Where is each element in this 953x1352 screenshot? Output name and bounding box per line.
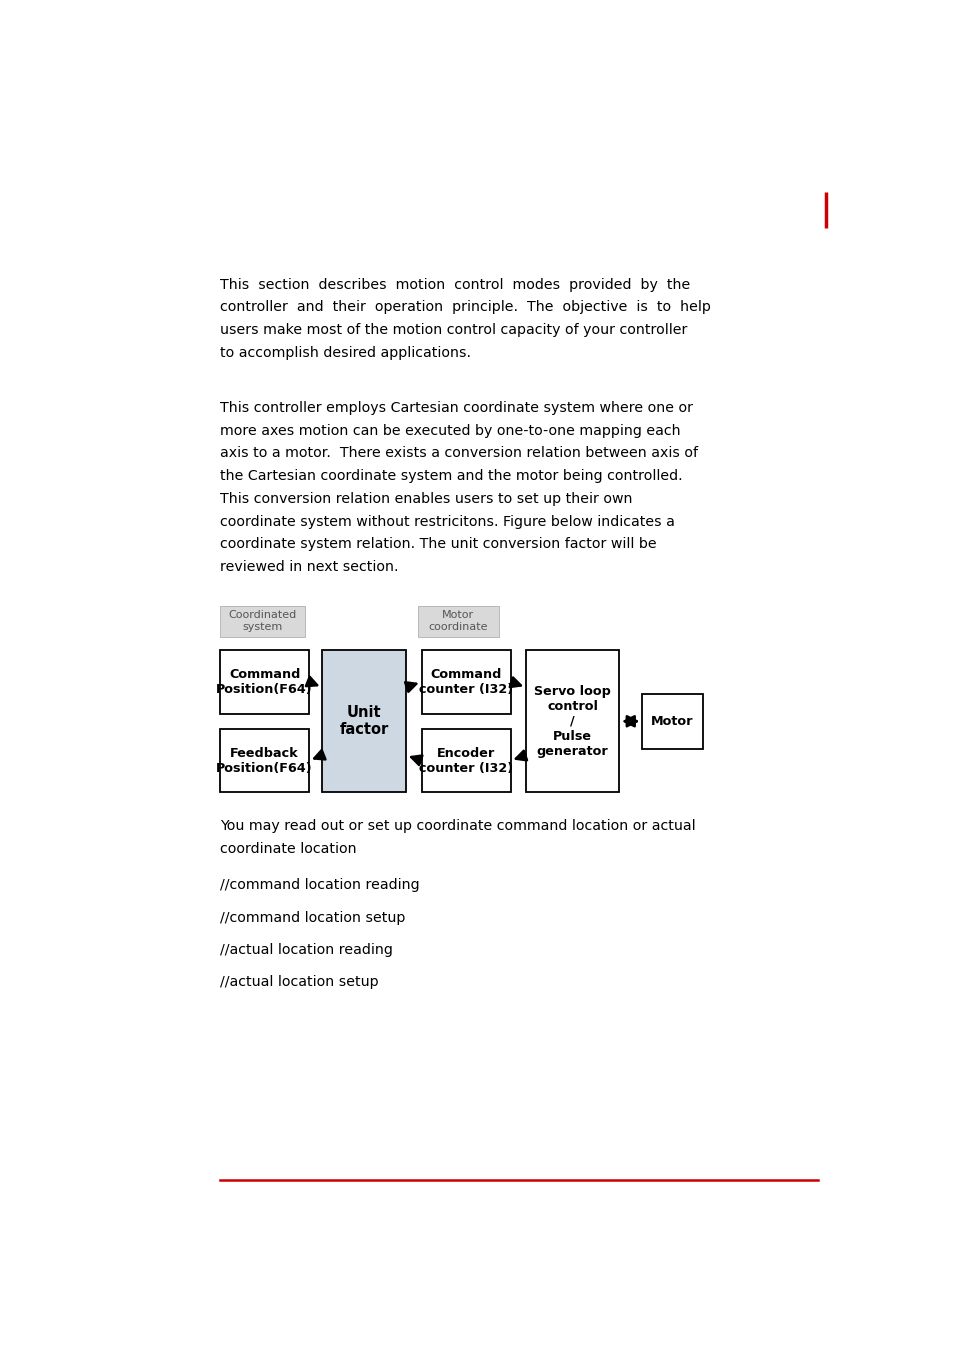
Text: coordinate system without restricitons. Figure below indicates a: coordinate system without restricitons. …	[220, 515, 674, 529]
Text: Command
Position(F64): Command Position(F64)	[216, 668, 313, 696]
FancyBboxPatch shape	[322, 650, 406, 792]
Text: coordinate location: coordinate location	[220, 842, 356, 856]
Text: Motor
coordinate: Motor coordinate	[428, 610, 488, 631]
Text: Coordinated
system: Coordinated system	[229, 610, 296, 631]
FancyBboxPatch shape	[220, 650, 309, 714]
Text: the Cartesian coordinate system and the motor being controlled.: the Cartesian coordinate system and the …	[220, 469, 682, 483]
Text: reviewed in next section.: reviewed in next section.	[220, 560, 398, 575]
Text: This controller employs Cartesian coordinate system where one or: This controller employs Cartesian coordi…	[220, 402, 692, 415]
Text: Encoder
counter (I32): Encoder counter (I32)	[418, 746, 513, 775]
Text: Motor: Motor	[651, 715, 693, 727]
FancyBboxPatch shape	[220, 606, 305, 637]
FancyBboxPatch shape	[641, 694, 702, 749]
Text: This conversion relation enables users to set up their own: This conversion relation enables users t…	[220, 492, 632, 506]
FancyBboxPatch shape	[421, 650, 510, 714]
Text: Unit
factor: Unit factor	[339, 704, 389, 737]
FancyBboxPatch shape	[421, 729, 510, 792]
Text: controller  and  their  operation  principle.  The  objective  is  to  help: controller and their operation principle…	[220, 300, 710, 315]
Text: You may read out or set up coordinate command location or actual: You may read out or set up coordinate co…	[220, 819, 695, 833]
Text: Servo loop
control
/
Pulse
generator: Servo loop control / Pulse generator	[534, 684, 611, 757]
Text: Feedback
Position(F64): Feedback Position(F64)	[216, 746, 313, 775]
FancyBboxPatch shape	[220, 729, 309, 792]
Text: axis to a motor.  There exists a conversion relation between axis of: axis to a motor. There exists a conversi…	[220, 446, 698, 461]
Text: more axes motion can be executed by one-to-one mapping each: more axes motion can be executed by one-…	[220, 423, 679, 438]
Text: //command location setup: //command location setup	[220, 911, 405, 925]
Text: //command location reading: //command location reading	[220, 879, 419, 892]
Text: //actual location reading: //actual location reading	[220, 944, 393, 957]
FancyBboxPatch shape	[417, 606, 498, 637]
Text: users make most of the motion control capacity of your controller: users make most of the motion control ca…	[220, 323, 687, 337]
Text: Command
counter (I32): Command counter (I32)	[418, 668, 513, 696]
FancyBboxPatch shape	[525, 650, 618, 792]
Text: to accomplish desired applications.: to accomplish desired applications.	[220, 346, 471, 360]
Text: This  section  describes  motion  control  modes  provided  by  the: This section describes motion control mo…	[220, 277, 690, 292]
Text: //actual location setup: //actual location setup	[220, 975, 378, 990]
Text: coordinate system relation. The unit conversion factor will be: coordinate system relation. The unit con…	[220, 537, 656, 552]
